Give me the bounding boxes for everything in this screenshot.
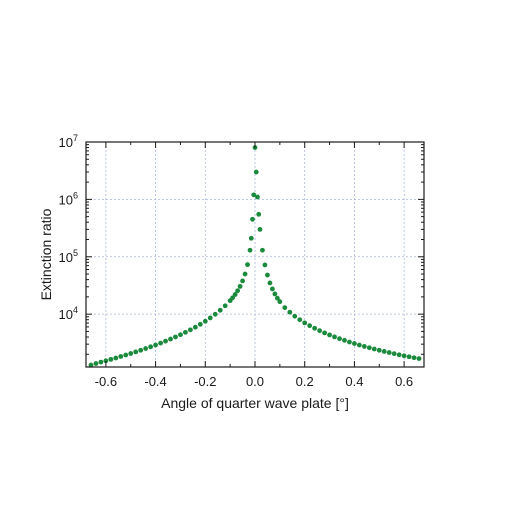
data-point bbox=[282, 305, 288, 311]
data-point bbox=[88, 362, 94, 368]
data-point bbox=[247, 247, 253, 253]
data-point bbox=[123, 352, 129, 358]
data-point bbox=[183, 329, 188, 335]
data-point bbox=[173, 334, 178, 340]
data-point bbox=[406, 354, 412, 360]
data-point bbox=[366, 345, 372, 351]
data-point bbox=[262, 262, 268, 268]
data-point bbox=[272, 291, 278, 297]
data-point bbox=[235, 288, 241, 294]
data-point bbox=[317, 328, 323, 334]
x-tick-label: -0.2 bbox=[194, 374, 216, 389]
x-tick-label: -0.4 bbox=[144, 374, 166, 389]
data-point bbox=[253, 169, 259, 175]
data-point bbox=[342, 337, 347, 343]
data-point bbox=[153, 342, 158, 348]
data-point bbox=[361, 344, 367, 349]
data-point bbox=[118, 354, 124, 359]
data-point bbox=[202, 318, 208, 324]
data-point bbox=[260, 247, 265, 253]
data-point bbox=[178, 332, 183, 338]
x-tick-label: 0.2 bbox=[296, 374, 314, 389]
data-point bbox=[302, 320, 308, 326]
data-point bbox=[103, 358, 109, 364]
data-point bbox=[307, 323, 313, 329]
data-point bbox=[274, 295, 280, 301]
data-point bbox=[337, 336, 342, 342]
x-tick-label: 0.6 bbox=[395, 374, 413, 389]
data-point bbox=[158, 340, 163, 346]
data-point bbox=[292, 313, 298, 319]
data-point bbox=[108, 356, 114, 362]
data-point bbox=[242, 271, 248, 277]
data-point bbox=[356, 342, 362, 348]
data-point bbox=[168, 336, 173, 342]
data-point bbox=[113, 355, 119, 361]
data-point bbox=[267, 280, 273, 286]
y-tick-label: 106 bbox=[59, 190, 78, 207]
data-point bbox=[255, 194, 260, 200]
data-point bbox=[322, 330, 327, 336]
x-tick-labels: -0.6 -0.4 -0.2 0.0 0.2 0.4 0.6 bbox=[95, 374, 413, 389]
data-point bbox=[396, 352, 402, 358]
data-point bbox=[133, 349, 139, 355]
y-tick-label: 104 bbox=[59, 305, 78, 322]
data-point bbox=[411, 355, 417, 361]
data-point bbox=[376, 347, 382, 353]
data-point bbox=[240, 278, 245, 284]
data-point bbox=[391, 351, 397, 357]
data-point bbox=[187, 327, 193, 333]
data-point bbox=[163, 338, 168, 344]
y-tick-label: 107 bbox=[59, 133, 78, 150]
x-tick-label: 0.4 bbox=[345, 374, 363, 389]
data-point bbox=[312, 325, 318, 331]
grid-layer bbox=[86, 142, 424, 367]
data-point bbox=[287, 309, 293, 315]
data-point bbox=[277, 299, 283, 305]
y-tick-label: 105 bbox=[59, 248, 78, 265]
data-point bbox=[245, 262, 250, 268]
data-point bbox=[352, 341, 357, 346]
y-axis-label: Extinction ratio bbox=[38, 208, 54, 300]
data-point bbox=[93, 361, 99, 366]
data-point bbox=[207, 315, 213, 321]
data-point bbox=[265, 272, 270, 278]
data-point bbox=[98, 359, 104, 365]
data-point bbox=[257, 226, 263, 232]
data-point bbox=[332, 334, 337, 340]
data-point bbox=[270, 286, 275, 292]
data-point bbox=[248, 235, 254, 241]
data-point bbox=[212, 311, 218, 317]
data-point bbox=[232, 292, 238, 297]
data-point bbox=[237, 283, 243, 289]
axes-frame bbox=[85, 141, 425, 368]
data-point bbox=[143, 346, 149, 351]
data-point bbox=[148, 344, 154, 350]
data-point bbox=[327, 332, 332, 338]
y-tick-labels: 104 105 106 107 bbox=[59, 133, 78, 322]
x-tick-label: 0.0 bbox=[246, 374, 264, 389]
data-point bbox=[128, 351, 134, 356]
data-point bbox=[386, 350, 392, 355]
x-tick-label: -0.6 bbox=[95, 374, 117, 389]
data-point bbox=[416, 356, 422, 362]
data-point bbox=[217, 307, 223, 313]
data-point bbox=[138, 347, 144, 353]
data-point bbox=[197, 321, 203, 327]
data-point bbox=[297, 317, 303, 323]
data-point bbox=[381, 349, 387, 354]
data-point bbox=[192, 324, 198, 330]
data-point bbox=[347, 339, 352, 345]
data-point bbox=[230, 295, 236, 301]
data-point bbox=[250, 216, 255, 222]
data-point bbox=[401, 353, 407, 359]
data-point bbox=[256, 211, 262, 217]
data-point bbox=[251, 192, 257, 198]
x-axis-label: Angle of quarter wave plate [°] bbox=[161, 395, 349, 411]
data-point bbox=[222, 303, 228, 309]
data-point bbox=[371, 346, 377, 352]
